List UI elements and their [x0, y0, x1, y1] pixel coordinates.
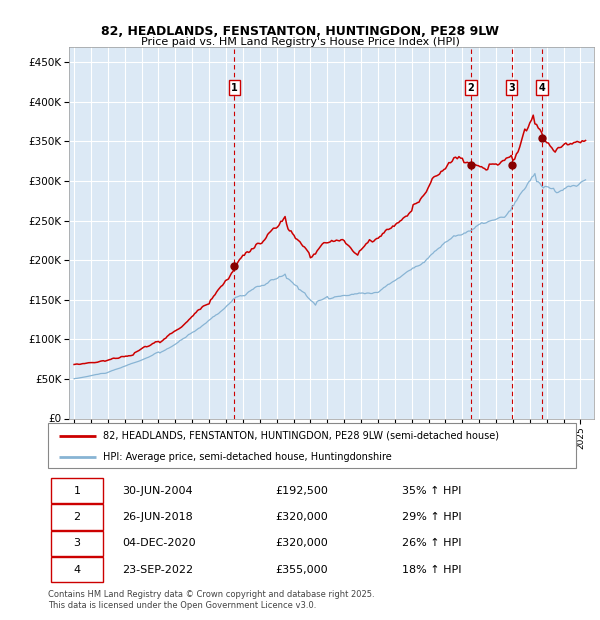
FancyBboxPatch shape — [50, 557, 103, 582]
Text: 2: 2 — [467, 82, 474, 92]
FancyBboxPatch shape — [50, 478, 103, 503]
Text: 82, HEADLANDS, FENSTANTON, HUNTINGDON, PE28 9LW (semi-detached house): 82, HEADLANDS, FENSTANTON, HUNTINGDON, P… — [103, 430, 499, 441]
Text: 35% ↑ HPI: 35% ↑ HPI — [402, 485, 461, 496]
Text: £320,000: £320,000 — [275, 512, 328, 522]
Text: This data is licensed under the Open Government Licence v3.0.: This data is licensed under the Open Gov… — [48, 601, 316, 611]
Text: 26-JUN-2018: 26-JUN-2018 — [122, 512, 193, 522]
FancyBboxPatch shape — [48, 423, 576, 468]
FancyBboxPatch shape — [50, 531, 103, 556]
Text: 3: 3 — [508, 82, 515, 92]
Text: £355,000: £355,000 — [275, 565, 328, 575]
Text: 04-DEC-2020: 04-DEC-2020 — [122, 538, 196, 549]
Text: 2: 2 — [73, 512, 80, 522]
Text: HPI: Average price, semi-detached house, Huntingdonshire: HPI: Average price, semi-detached house,… — [103, 452, 392, 462]
Text: 23-SEP-2022: 23-SEP-2022 — [122, 565, 193, 575]
FancyBboxPatch shape — [50, 505, 103, 529]
Text: 30-JUN-2004: 30-JUN-2004 — [122, 485, 193, 496]
Text: 29% ↑ HPI: 29% ↑ HPI — [402, 512, 461, 522]
Text: 3: 3 — [74, 538, 80, 549]
Text: 26% ↑ HPI: 26% ↑ HPI — [402, 538, 461, 549]
Text: Price paid vs. HM Land Registry's House Price Index (HPI): Price paid vs. HM Land Registry's House … — [140, 37, 460, 47]
Text: 4: 4 — [73, 565, 80, 575]
Text: £192,500: £192,500 — [275, 485, 328, 496]
Text: 1: 1 — [74, 485, 80, 496]
Text: 1: 1 — [231, 82, 238, 92]
Text: Contains HM Land Registry data © Crown copyright and database right 2025.: Contains HM Land Registry data © Crown c… — [48, 590, 374, 600]
Text: £320,000: £320,000 — [275, 538, 328, 549]
Text: 18% ↑ HPI: 18% ↑ HPI — [402, 565, 461, 575]
Text: 82, HEADLANDS, FENSTANTON, HUNTINGDON, PE28 9LW: 82, HEADLANDS, FENSTANTON, HUNTINGDON, P… — [101, 25, 499, 38]
Text: 4: 4 — [539, 82, 545, 92]
